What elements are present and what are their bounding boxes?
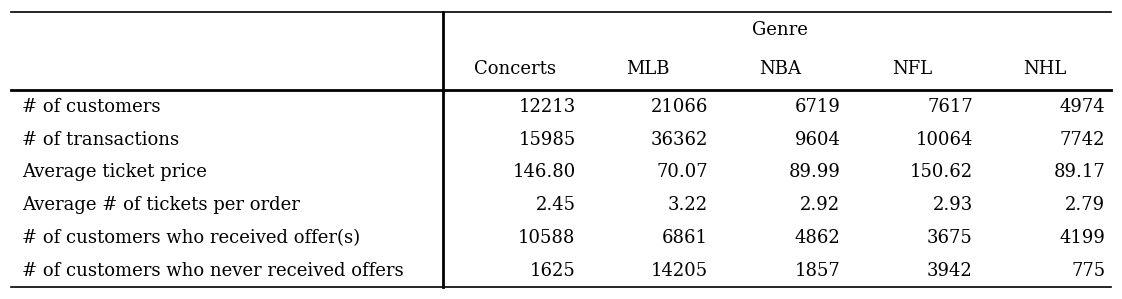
Text: # of customers who received offer(s): # of customers who received offer(s) xyxy=(22,229,360,247)
Text: Average # of tickets per order: Average # of tickets per order xyxy=(22,196,301,214)
Text: 70.07: 70.07 xyxy=(656,163,708,181)
Text: 12213: 12213 xyxy=(518,98,576,116)
Text: 150.62: 150.62 xyxy=(910,163,973,181)
Text: 3.22: 3.22 xyxy=(668,196,708,214)
Text: # of transactions: # of transactions xyxy=(22,131,180,149)
Text: NFL: NFL xyxy=(892,60,932,78)
Text: 7742: 7742 xyxy=(1059,131,1105,149)
Text: 89.17: 89.17 xyxy=(1054,163,1105,181)
Text: 2.45: 2.45 xyxy=(535,196,576,214)
Text: 36362: 36362 xyxy=(651,131,708,149)
Text: 6861: 6861 xyxy=(662,229,708,247)
Text: 7617: 7617 xyxy=(927,98,973,116)
Text: 1625: 1625 xyxy=(530,262,576,280)
Text: 9604: 9604 xyxy=(794,131,840,149)
Text: 89.99: 89.99 xyxy=(789,163,840,181)
Text: 775: 775 xyxy=(1072,262,1105,280)
Text: 146.80: 146.80 xyxy=(513,163,576,181)
Text: # of customers who never received offers: # of customers who never received offers xyxy=(22,262,404,280)
Text: 3675: 3675 xyxy=(927,229,973,247)
Text: 10064: 10064 xyxy=(916,131,973,149)
Text: 1857: 1857 xyxy=(794,262,840,280)
Text: 10588: 10588 xyxy=(518,229,576,247)
Text: 14205: 14205 xyxy=(651,262,708,280)
Text: 4199: 4199 xyxy=(1059,229,1105,247)
Text: 2.79: 2.79 xyxy=(1065,196,1105,214)
Text: 2.93: 2.93 xyxy=(932,196,973,214)
Text: Genre: Genre xyxy=(752,21,808,39)
Text: 6719: 6719 xyxy=(794,98,840,116)
Text: Average ticket price: Average ticket price xyxy=(22,163,208,181)
Text: 21066: 21066 xyxy=(651,98,708,116)
Text: 2.92: 2.92 xyxy=(800,196,840,214)
Text: 4974: 4974 xyxy=(1059,98,1105,116)
Text: NBA: NBA xyxy=(758,60,801,78)
Text: Concerts: Concerts xyxy=(473,60,557,78)
Text: NHL: NHL xyxy=(1023,60,1066,78)
Text: 15985: 15985 xyxy=(518,131,576,149)
Text: # of customers: # of customers xyxy=(22,98,160,116)
Text: 3942: 3942 xyxy=(927,262,973,280)
Text: MLB: MLB xyxy=(626,60,669,78)
Text: 4862: 4862 xyxy=(794,229,840,247)
